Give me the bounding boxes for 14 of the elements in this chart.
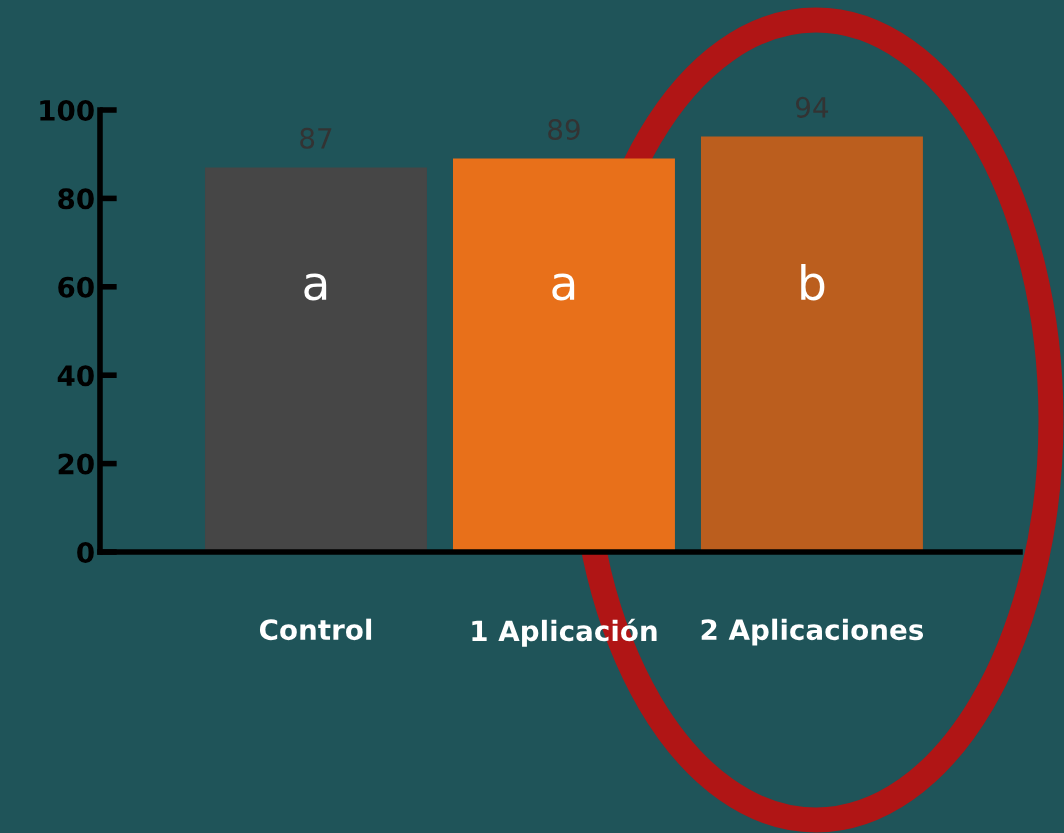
y-tick-label: 80 (58, 188, 94, 210)
bar (453, 158, 675, 552)
y-tick-label: 100 (40, 99, 94, 121)
bar (205, 167, 427, 552)
annotation: b (801, 263, 825, 301)
annotation: a (304, 273, 327, 301)
annotation: a (552, 273, 575, 301)
y-tick-label: 20 (58, 453, 94, 475)
bar (700, 136, 923, 552)
y-tick-label: 0 (77, 541, 94, 563)
x-tick-label: Control (259, 618, 372, 641)
y-tick-label: 60 (58, 276, 94, 298)
x-tick-label: 2 Aplicaciones (701, 618, 924, 646)
y-tick-label: 40 (57, 365, 94, 387)
